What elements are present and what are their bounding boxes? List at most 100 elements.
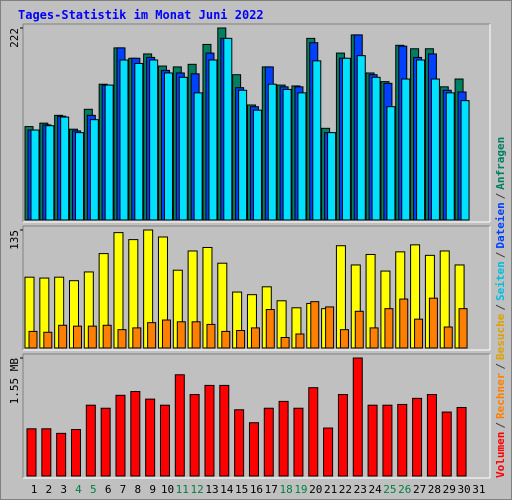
- bar: [89, 119, 99, 221]
- bar: [339, 329, 349, 349]
- x-tick-label: 20: [309, 483, 322, 496]
- x-tick-label: 7: [120, 483, 127, 496]
- bar: [297, 92, 307, 221]
- bar: [149, 59, 159, 221]
- bar: [72, 325, 82, 349]
- x-tick-label: 2: [46, 483, 53, 496]
- bar: [337, 394, 348, 477]
- bar: [430, 78, 440, 221]
- bar: [382, 404, 393, 477]
- bar: [371, 76, 381, 221]
- bar: [293, 407, 304, 477]
- bar: [178, 76, 188, 221]
- bar: [327, 132, 337, 221]
- bar: [323, 427, 334, 477]
- bar: [295, 333, 305, 349]
- x-tick-label: 11: [176, 483, 189, 496]
- x-tick-label: 29: [443, 483, 456, 496]
- bar: [386, 106, 396, 221]
- legend-entry: Seiten: [494, 261, 507, 301]
- bar: [30, 129, 40, 221]
- bar: [74, 132, 84, 221]
- bar: [132, 327, 142, 349]
- bar: [416, 59, 426, 221]
- bar: [369, 327, 379, 349]
- x-tick-label: 25: [383, 483, 396, 496]
- bar: [384, 308, 394, 349]
- x-tick-label: 28: [428, 483, 441, 496]
- x-tick-label: 6: [105, 483, 112, 496]
- bar: [460, 100, 470, 221]
- bar: [280, 337, 290, 349]
- legend-entry: Rechner: [494, 372, 507, 419]
- bar: [219, 384, 230, 477]
- bar: [310, 301, 320, 349]
- bar: [28, 330, 38, 349]
- bar: [352, 357, 363, 477]
- bar: [414, 318, 424, 349]
- legend-entry: Anfragen: [494, 137, 507, 190]
- legend: Volumen / Rechner / Besuche / Seiten / Dateien / A…: [494, 137, 507, 478]
- bar: [441, 411, 452, 477]
- legend-separator: /: [494, 304, 507, 311]
- legend-separator: /: [494, 422, 507, 429]
- bar: [354, 310, 364, 349]
- bar: [458, 308, 468, 349]
- x-tick-label: 9: [149, 483, 156, 496]
- chart-title: Tages-Statistik im Monat Juni 2022: [18, 8, 264, 22]
- x-tick-label: 22: [339, 483, 352, 496]
- bar: [412, 397, 423, 477]
- legend-entry: Besuche: [494, 313, 507, 360]
- bar: [325, 306, 335, 349]
- bar: [267, 83, 277, 221]
- bar: [204, 384, 215, 477]
- x-tick-label: 14: [220, 483, 234, 496]
- x-tick-label: 4: [75, 483, 82, 496]
- bar: [130, 390, 141, 477]
- bar: [117, 329, 127, 349]
- bar: [428, 297, 438, 349]
- x-tick-label: 13: [205, 483, 218, 496]
- bar: [456, 406, 467, 477]
- x-tick-label: 23: [354, 483, 367, 496]
- bar: [26, 428, 37, 477]
- bar: [236, 330, 246, 349]
- bar: [397, 403, 408, 477]
- bar: [308, 387, 319, 477]
- bar: [263, 407, 274, 477]
- bar: [248, 422, 259, 477]
- bar: [356, 55, 366, 221]
- bar: [238, 89, 248, 221]
- x-tick-label: 19: [294, 483, 307, 496]
- bar: [159, 404, 170, 477]
- x-tick-label: 1: [31, 483, 38, 496]
- bar: [145, 398, 156, 477]
- legend-entry: Dateien: [494, 202, 507, 248]
- x-tick-label: 18: [279, 483, 292, 496]
- bar: [191, 321, 201, 349]
- y-tick-label: 1.55 MB: [8, 358, 21, 405]
- bar: [278, 400, 289, 477]
- x-tick-label: 5: [90, 483, 97, 496]
- bar: [341, 57, 351, 221]
- bar: [399, 298, 409, 349]
- bar: [147, 322, 157, 349]
- bar: [234, 409, 245, 477]
- bar: [193, 92, 203, 221]
- x-tick-label: 24: [368, 483, 382, 496]
- x-tick-label: 21: [324, 483, 337, 496]
- bar: [60, 116, 70, 221]
- bar: [45, 125, 55, 221]
- x-tick-label: 26: [398, 483, 411, 496]
- legend-separator: /: [494, 363, 507, 370]
- legend-separator: /: [494, 192, 507, 199]
- bar: [367, 404, 378, 477]
- bar: [56, 432, 67, 477]
- x-tick-label: 15: [235, 483, 248, 496]
- bar: [100, 407, 111, 477]
- bar: [134, 62, 144, 221]
- bar: [265, 309, 275, 349]
- bar: [250, 327, 260, 349]
- bar: [445, 92, 455, 221]
